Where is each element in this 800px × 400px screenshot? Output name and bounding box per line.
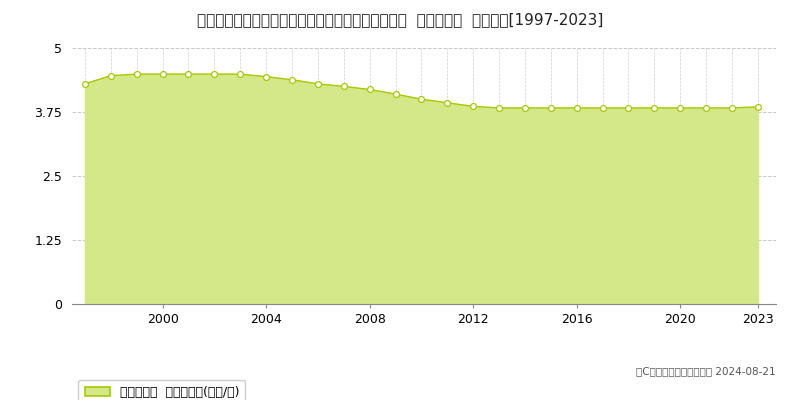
Point (234, 71, 246, 77)
Point (648, 105, 661, 111)
Point (130, 71, 143, 77)
Point (363, 86, 376, 93)
Point (415, 96, 428, 102)
Point (389, 91, 402, 97)
Point (545, 105, 558, 111)
Point (78, 81, 91, 87)
Point (260, 74, 273, 80)
Point (493, 105, 506, 111)
Point (208, 71, 221, 77)
Point (441, 100, 454, 106)
Point (518, 105, 531, 111)
Point (466, 103, 479, 110)
Point (674, 105, 686, 111)
Point (596, 105, 609, 111)
Point (311, 81, 324, 87)
Legend: 基準地価格  平均坪単価(万円/坪): 基準地価格 平均坪単価(万円/坪) (78, 380, 246, 400)
Text: （C）土地価格ドットコム 2024-08-21: （C）土地価格ドットコム 2024-08-21 (636, 366, 776, 376)
Point (338, 83, 350, 90)
Point (622, 105, 635, 111)
Point (182, 71, 195, 77)
Point (156, 71, 169, 77)
Point (726, 105, 738, 111)
Point (105, 72, 118, 79)
Point (286, 76, 298, 83)
Text: 宮崎県児湯郡新富町大字日置字今別府１６４０番５  基準地価格  地価推移[1997-2023]: 宮崎県児湯郡新富町大字日置字今別府１６４０番５ 基準地価格 地価推移[1997-… (197, 12, 603, 27)
Point (570, 105, 583, 111)
Point (700, 105, 713, 111)
Point (751, 104, 764, 110)
